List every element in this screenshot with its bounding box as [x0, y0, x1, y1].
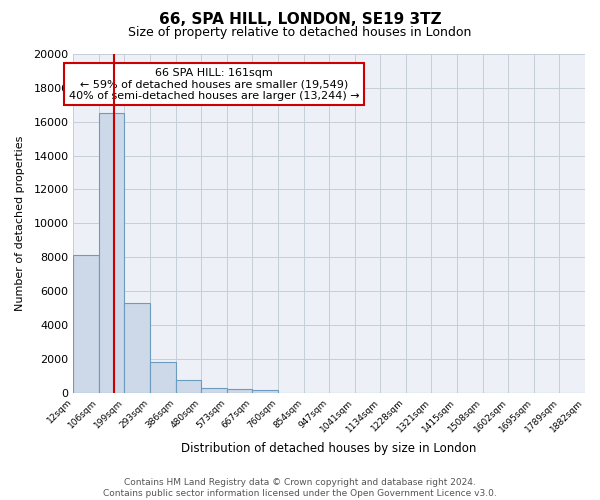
X-axis label: Distribution of detached houses by size in London: Distribution of detached houses by size … — [181, 442, 477, 455]
Bar — [253, 390, 278, 392]
Text: Size of property relative to detached houses in London: Size of property relative to detached ho… — [128, 26, 472, 39]
Text: Contains HM Land Registry data © Crown copyright and database right 2024.
Contai: Contains HM Land Registry data © Crown c… — [103, 478, 497, 498]
Text: 66 SPA HILL: 161sqm
← 59% of detached houses are smaller (19,549)
40% of semi-de: 66 SPA HILL: 161sqm ← 59% of detached ho… — [69, 68, 359, 100]
Bar — [99, 114, 124, 392]
Bar — [176, 380, 201, 392]
Bar — [227, 390, 253, 392]
Text: 66, SPA HILL, LONDON, SE19 3TZ: 66, SPA HILL, LONDON, SE19 3TZ — [158, 12, 442, 28]
Bar — [150, 362, 176, 392]
Bar — [201, 388, 227, 392]
Bar — [73, 256, 99, 392]
Y-axis label: Number of detached properties: Number of detached properties — [15, 136, 25, 311]
Bar — [124, 303, 150, 392]
